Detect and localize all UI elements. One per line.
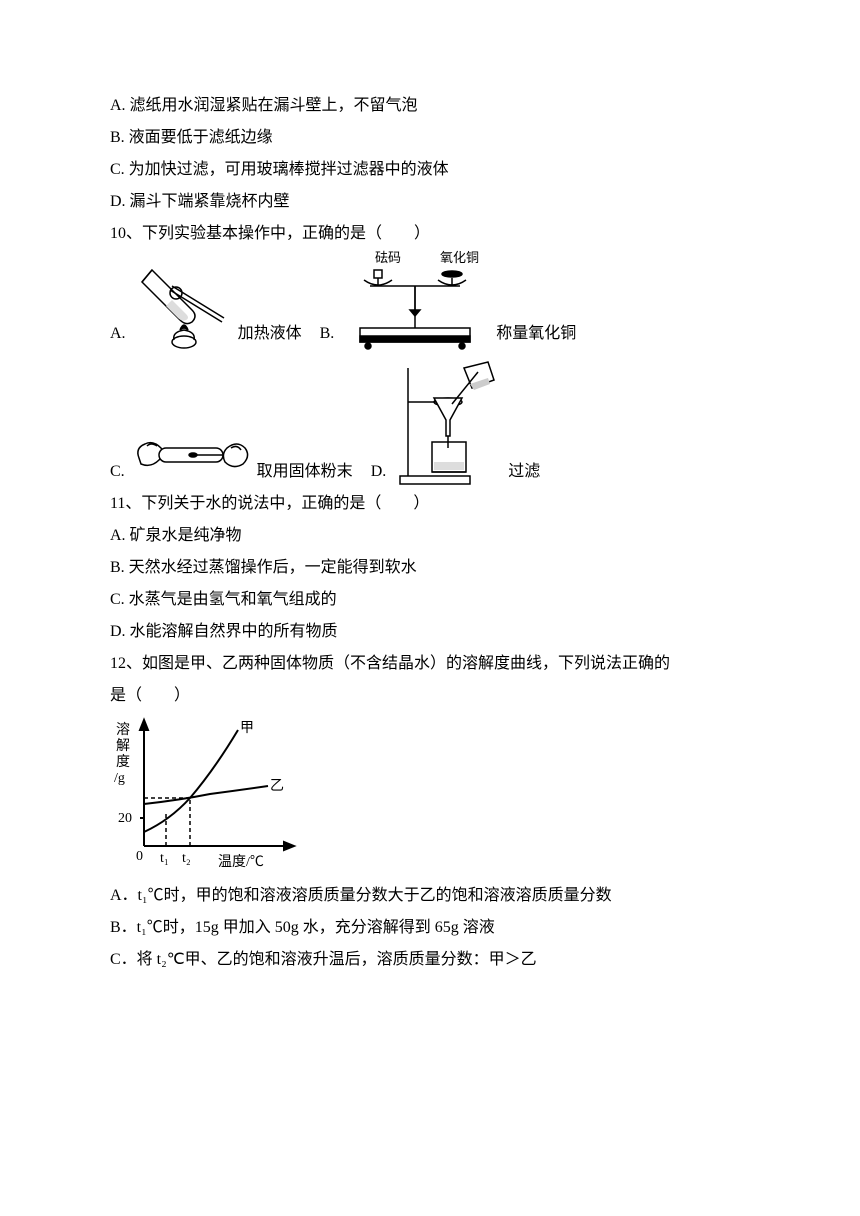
x-t2: t₂: [182, 851, 191, 866]
q10-c-caption: 取用固体粉末: [257, 456, 353, 488]
q10-c-prefix: C.: [110, 456, 125, 488]
q9-option-d: D. 漏斗下端紧靠烧杯内壁: [110, 186, 750, 218]
q10-option-a: A.: [110, 260, 302, 350]
solubility-chart: 溶 解 度 /g 20 0 t₁ t₂ 温度/℃ 甲 乙: [110, 716, 310, 876]
q10-option-d: D.: [371, 358, 541, 488]
q9-option-b: B. 液面要低于滤纸边缘: [110, 122, 750, 154]
q12-stem-1: 12、如图是甲、乙两种固体物质（不含结晶水）的溶解度曲线，下列说法正确的: [110, 648, 750, 680]
y-tick-20: 20: [118, 811, 132, 826]
q12-option-a: A．t₁℃时，甲的饱和溶液溶质质量分数大于乙的饱和溶液溶质质量分数: [110, 880, 750, 912]
q11-stem: 11、下列关于水的说法中，正确的是（ ）: [110, 488, 750, 520]
q11-option-b: B. 天然水经过蒸馏操作后，一定能得到软水: [110, 552, 750, 584]
q10-d-prefix: D.: [371, 456, 387, 488]
q10-row-2: C.: [110, 358, 750, 488]
q10-b-prefix: B.: [320, 318, 335, 350]
y-label-1: 溶: [116, 722, 130, 738]
page: A. 滤纸用水润湿紧贴在漏斗壁上，不留气泡 B. 液面要低于滤纸边缘 C. 为加…: [0, 0, 860, 1216]
q10-option-c: C.: [110, 418, 353, 488]
q10-stem: 10、下列实验基本操作中，正确的是（ ）: [110, 218, 750, 250]
y-unit: /g: [114, 771, 125, 786]
heating-liquid-icon: [132, 260, 232, 350]
balance-left-label: 砝码: [375, 250, 401, 265]
origin: 0: [136, 849, 143, 864]
q10-a-prefix: A.: [110, 318, 126, 350]
q9-option-a: A. 滤纸用水润湿紧贴在漏斗壁上，不留气泡: [110, 90, 750, 122]
q11-option-c: C. 水蒸气是由氢气和氧气组成的: [110, 584, 750, 616]
balance-right-label: 氧化铜: [440, 250, 479, 265]
q10-row-1: A.: [110, 250, 750, 350]
q9-option-c: C. 为加快过滤，可用玻璃棒搅拌过滤器中的液体: [110, 154, 750, 186]
q10-option-b: B. 砝码 氧化铜: [320, 250, 577, 350]
q12-option-b: B．t₁℃时，15g 甲加入 50g 水，充分溶解得到 65g 溶液: [110, 912, 750, 944]
series-a-label: 甲: [240, 721, 254, 736]
q11-option-a: A. 矿泉水是纯净物: [110, 520, 750, 552]
q11-option-d: D. 水能溶解自然界中的所有物质: [110, 616, 750, 648]
q10-d-caption: 过滤: [508, 456, 540, 488]
series-b-label: 乙: [270, 778, 284, 794]
x-t1: t₁: [160, 851, 169, 866]
y-label-2: 解: [116, 738, 130, 754]
q10-a-caption: 加热液体: [238, 318, 302, 350]
q12-stem-2: 是（ ）: [110, 680, 750, 712]
filtration-icon: [392, 358, 502, 488]
powder-scoop-icon: [131, 418, 251, 488]
balance-scale-icon: 砝码 氧化铜: [340, 250, 490, 350]
y-label-3: 度: [116, 754, 130, 770]
q12-option-c: C．将 t₂℃甲、乙的饱和溶液升温后，溶质质量分数：甲＞乙: [110, 944, 750, 976]
q10-b-caption: 称量氧化铜: [496, 318, 576, 350]
x-label: 温度/℃: [218, 854, 264, 870]
